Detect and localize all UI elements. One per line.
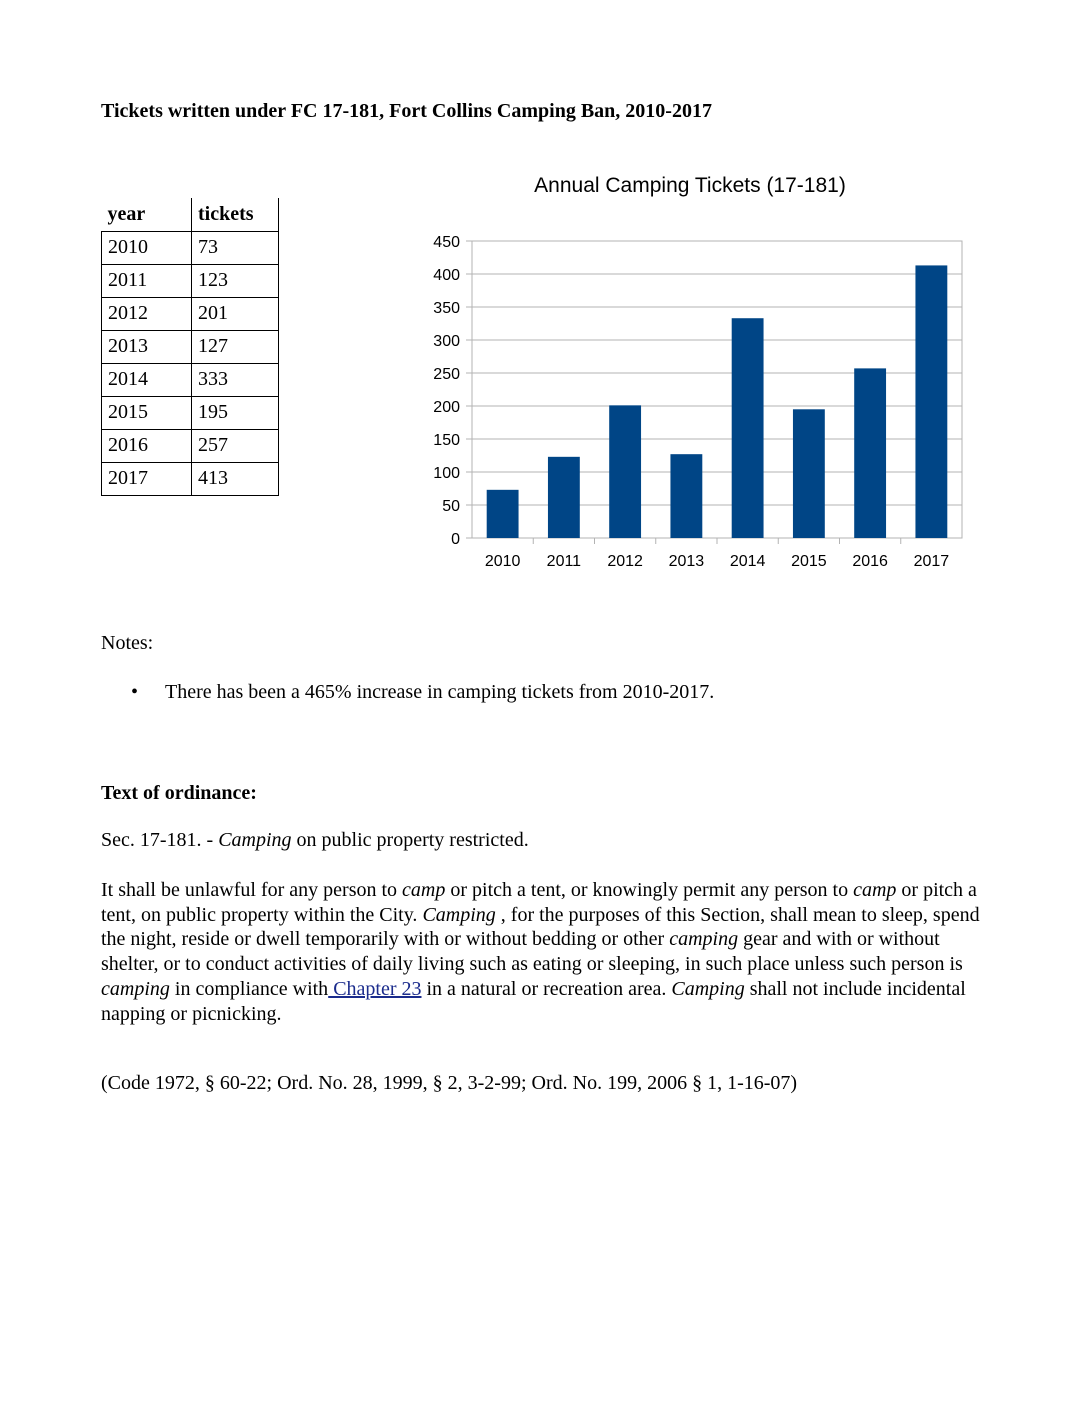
- table-cell-year: 2015: [101, 395, 192, 430]
- table-cell-year: 2012: [101, 296, 192, 331]
- chapter-23-link[interactable]: Chapter 23: [328, 977, 422, 1000]
- table-cell-year: 2014: [101, 362, 192, 397]
- x-tick-label: 2010: [485, 553, 521, 570]
- tickets-table: year tickets 2010 73 2011 123 2012 201 2…: [101, 198, 279, 496]
- table-header-tickets: tickets: [191, 198, 279, 232]
- table-header-row: year tickets: [101, 198, 279, 232]
- y-tick-label: 150: [433, 432, 460, 449]
- bar-2015: [792, 409, 825, 538]
- bar-2016: [854, 368, 887, 538]
- x-tick-label: 2011: [547, 553, 582, 570]
- body-italic-2: camp: [853, 879, 897, 901]
- body-text-3: or pitch a tent, on public property with…: [101, 879, 977, 926]
- body-text-5: gear and with or without shelter, or to …: [101, 928, 963, 976]
- table-cell-year: 2016: [101, 428, 192, 463]
- table-cell-tickets: 201: [191, 296, 279, 331]
- table-cell-tickets: 333: [191, 362, 279, 397]
- bar-2017: [915, 265, 948, 538]
- bar-2012: [609, 405, 642, 538]
- body-italic-3: Camping: [422, 903, 496, 926]
- table-cell-year: 2017: [101, 461, 192, 496]
- ordinance-body: It shall be unlawful for any person to c…: [101, 878, 991, 1026]
- table-row: 2015 195: [101, 395, 279, 430]
- bar-2010: [486, 489, 519, 538]
- notes-label: Notes:: [101, 632, 154, 654]
- ordinance-citation: (Code 1972, § 60-22; Ord. No. 28, 1999, …: [101, 1072, 798, 1094]
- body-text-2: or pitch a tent, or knowingly permit any…: [445, 879, 854, 901]
- y-tick-label: 350: [433, 300, 460, 317]
- plot-frame: [471, 240, 963, 539]
- table-cell-year: 2010: [101, 230, 192, 265]
- table-row: 2011 123: [101, 263, 279, 298]
- body-italic-5: camping: [101, 977, 170, 1000]
- section-prefix: Sec. 17-181. -: [101, 829, 219, 851]
- table-row: 2014 333: [101, 362, 279, 397]
- table-cell-tickets: 413: [191, 461, 279, 496]
- x-tick-label: 2016: [852, 553, 888, 570]
- y-tick-label: 450: [433, 234, 460, 251]
- y-tick-label: 100: [433, 465, 460, 482]
- body-text-7: in a natural or recreation area.: [421, 977, 672, 1000]
- table-row: 2010 73: [101, 230, 279, 265]
- x-tick-label: 2012: [607, 553, 643, 570]
- note-item: There has been a 465% increase in campin…: [101, 681, 714, 704]
- body-italic-1: camp: [402, 879, 446, 901]
- body-text-1: It shall be unlawful for any person to: [101, 879, 403, 901]
- table-cell-tickets: 73: [191, 230, 279, 265]
- chart-x-axis: 2010 2011 2012 2013 2014 2015 2016 2017: [485, 553, 949, 570]
- chart-bars: [486, 265, 948, 538]
- table-row: 2012 201: [101, 296, 279, 331]
- bar-2014: [731, 318, 764, 538]
- body-italic-4: camping: [669, 928, 739, 951]
- table-cell-tickets: 127: [191, 329, 279, 364]
- y-tick-label: 300: [433, 333, 460, 350]
- x-tick-label: 2014: [730, 553, 766, 570]
- bar-2011: [547, 456, 580, 538]
- chart-title: Annual Camping Tickets (17-181): [534, 174, 846, 197]
- y-tick-label: 400: [433, 267, 460, 284]
- bar-2013: [670, 454, 703, 538]
- table-cell-year: 2011: [101, 263, 192, 298]
- y-tick-label: 0: [451, 531, 460, 548]
- annual-tickets-bar-chart: Annual Camping Tickets (17-181) 0 50 100 15…: [433, 174, 963, 570]
- section-italic: Camping: [218, 829, 292, 851]
- table-cell-tickets: 195: [191, 395, 279, 430]
- section-suffix: on public property restricted.: [291, 829, 529, 851]
- table-cell-tickets: 123: [191, 263, 279, 298]
- x-tick-label: 2017: [914, 553, 950, 570]
- ordinance-heading: Text of ordinance:: [101, 782, 257, 804]
- y-tick-label: 50: [442, 498, 460, 515]
- section-title: Sec. 17-181. - Camping on public propert…: [101, 829, 529, 852]
- table-cell-year: 2013: [101, 329, 192, 364]
- chart-gridlines: [466, 240, 963, 544]
- body-text-6: in compliance with: [169, 977, 329, 1000]
- x-tick-label: 2013: [669, 553, 705, 570]
- body-text-4: , for the purposes of this Section, shal…: [101, 903, 980, 951]
- chart-y-axis: 0 50 100 150 200 250 300 350 400 450: [433, 234, 460, 548]
- body-italic-6: Camping: [671, 977, 745, 1000]
- table-row: 2017 413: [101, 461, 279, 496]
- x-tick-label: 2015: [791, 553, 827, 570]
- notes-list: There has been a 465% increase in campin…: [101, 681, 714, 704]
- table-cell-tickets: 257: [191, 428, 279, 463]
- table-header-year: year: [101, 198, 192, 232]
- y-tick-label: 200: [433, 399, 460, 416]
- page-heading: Tickets written under FC 17-181, Fort Co…: [101, 100, 712, 122]
- table-row: 2016 257: [101, 428, 279, 463]
- y-tick-label: 250: [433, 366, 460, 383]
- table-row: 2013 127: [101, 329, 279, 364]
- body-text-8: shall not include incidental napping or …: [101, 977, 966, 1025]
